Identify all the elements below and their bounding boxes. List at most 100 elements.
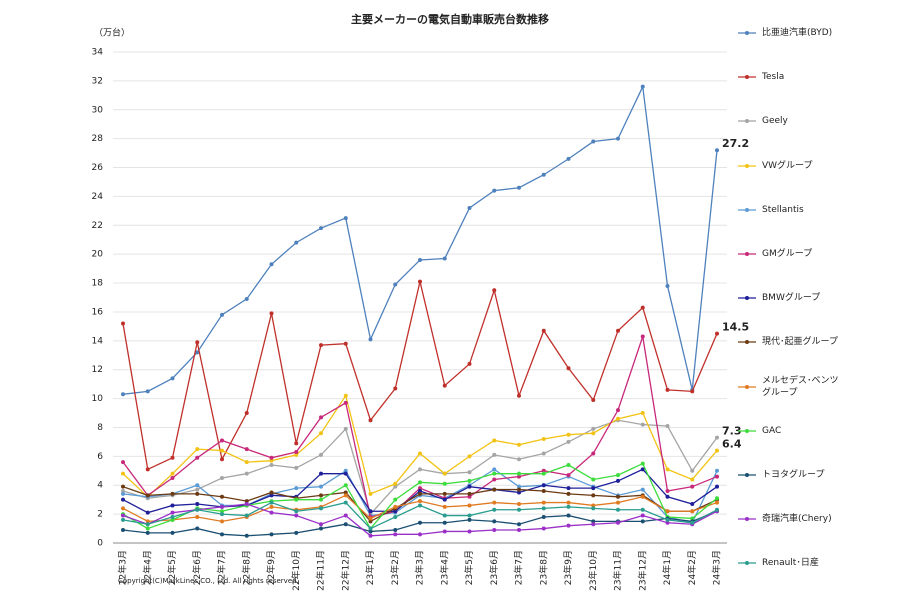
data-point [294,452,299,457]
data-point [566,504,571,509]
x-tick-label: 22年3月 [117,550,129,585]
y-tick-label: 14 [92,336,104,346]
data-point [467,484,472,489]
data-point [319,526,323,531]
data-point [640,334,645,339]
data-point [566,513,571,518]
legend-item: メルセデス･ベンツグループ [738,372,898,402]
data-point [467,361,472,366]
data-point [170,503,175,508]
data-point [690,484,695,489]
data-point [541,437,546,442]
data-point [343,471,348,476]
y-tick-label: 0 [97,539,103,549]
data-point [145,526,150,531]
data-point [244,447,249,452]
data-point [665,494,670,499]
legend-swatch [738,207,756,212]
data-point [640,487,645,492]
data-point [566,523,571,528]
data-point [640,513,645,518]
data-point [566,486,571,491]
value-label: 7.3 [722,425,742,438]
y-tick-label: 20 [92,250,104,260]
data-point [220,519,224,524]
data-point [170,476,175,481]
y-tick-label: 4 [97,481,103,491]
data-point [319,471,323,476]
data-point [195,447,200,452]
data-point [418,499,422,504]
data-point [591,522,596,527]
data-point [616,473,620,478]
data-point [244,411,249,416]
legend-label: Stellantis [762,204,804,215]
data-point [343,513,348,518]
series-line [122,281,718,471]
data-point [170,491,175,496]
data-point [517,442,521,447]
value-label: 14.5 [722,321,749,334]
data-point [418,467,422,472]
data-point [591,431,596,436]
y-tick-label: 34 [92,48,104,58]
data-point [541,506,546,511]
data-point [467,478,472,483]
data-point [393,497,398,502]
data-point [269,262,274,267]
data-point [517,502,521,507]
data-point [690,468,695,473]
data-point [319,506,323,511]
legend-item: 現代･起亜グループ [738,327,898,357]
data-point [269,455,274,460]
legend-item: BMWグループ [738,283,898,313]
data-point [269,504,274,509]
legend-item: VWグループ [738,151,898,181]
y-tick-label: 24 [92,192,104,202]
data-point [368,337,373,342]
data-point [319,484,323,489]
data-point [145,467,150,472]
data-point [368,516,373,521]
data-point [715,468,719,473]
data-point [517,457,521,462]
data-point [418,257,422,262]
data-point [121,392,125,397]
legend-label: 奇瑞汽車(Chery) [762,514,832,525]
legend-swatch [738,340,756,345]
x-tick-label: 23年5月 [463,550,475,585]
data-point [517,528,521,533]
data-point [467,491,472,496]
data-point [616,328,620,333]
data-point [368,533,373,538]
data-point [517,487,521,492]
data-point [418,503,422,508]
data-point [269,463,274,468]
data-point [294,441,299,446]
chart-title: 主要メーカーの電気自動車販売台数推移 [351,12,549,26]
data-point [517,471,521,476]
x-tick-label: 23年1月 [364,550,376,585]
data-point [343,500,348,505]
data-point [319,522,323,527]
legend-marker [745,561,749,566]
data-point [591,506,596,511]
data-point [244,533,249,538]
data-point [442,491,447,496]
legend-item: Tesla [738,62,898,92]
data-point [418,489,422,494]
legend-item: Renault･日産 [738,548,898,578]
legend-marker [745,252,749,256]
data-point [294,497,299,502]
data-point [170,515,175,520]
data-point [591,519,596,524]
data-point [467,529,472,534]
data-point [492,188,497,193]
data-point [145,510,150,515]
data-point [121,513,125,518]
data-point [541,483,546,488]
data-point [467,454,472,459]
data-point [195,502,200,507]
legend-marker [745,207,749,212]
data-point [442,471,447,476]
